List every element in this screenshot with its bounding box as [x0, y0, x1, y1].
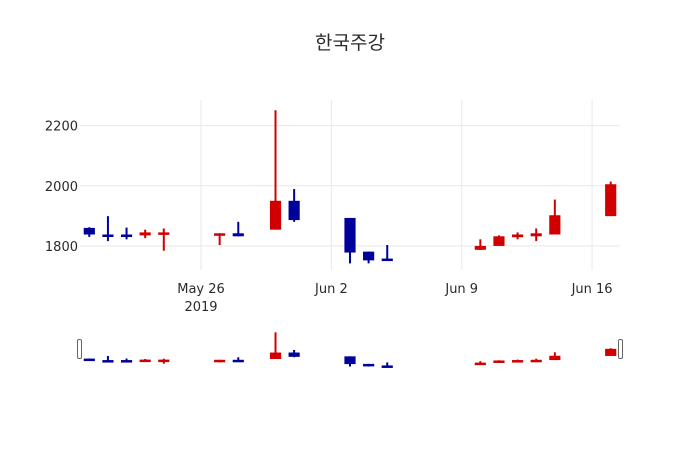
- range-slider[interactable]: [77, 332, 623, 368]
- slider-candle: [232, 357, 244, 363]
- candle[interactable]: [344, 217, 356, 264]
- range-slider-right-handle[interactable]: [618, 339, 623, 359]
- slider-candle: [474, 361, 486, 366]
- slider-candle: [605, 348, 617, 356]
- candle[interactable]: [158, 228, 170, 251]
- candle[interactable]: [605, 181, 617, 217]
- candle[interactable]: [269, 110, 282, 230]
- candle[interactable]: [214, 233, 226, 246]
- candle[interactable]: [512, 232, 524, 240]
- slider-candle: [363, 363, 375, 367]
- y-tick-label: 2200: [45, 120, 78, 135]
- slider-candle: [120, 358, 133, 363]
- slider-candle: [381, 362, 393, 368]
- slider-candle: [549, 352, 561, 361]
- y-tick-label: 1800: [45, 240, 78, 255]
- candle[interactable]: [102, 216, 114, 242]
- candle[interactable]: [381, 245, 393, 262]
- slider-candle: [158, 358, 170, 364]
- candle[interactable]: [120, 227, 133, 240]
- slider-candle: [493, 360, 505, 363]
- x-tick-label: Jun 9: [444, 282, 478, 297]
- slider-candle: [530, 358, 542, 363]
- candle[interactable]: [493, 235, 505, 246]
- candle[interactable]: [530, 228, 542, 242]
- slider-candle: [269, 332, 282, 359]
- x-tick-label: May 26: [177, 282, 225, 297]
- y-tick-label: 2000: [45, 180, 78, 195]
- candles[interactable]: [83, 110, 617, 264]
- slider-candle: [214, 359, 226, 363]
- x-tick-label: Jun 2: [314, 282, 348, 297]
- x-tick-label: Jun 16: [571, 282, 613, 297]
- x-axis: May 26 2019 Jun 2 Jun 9 Jun 16: [177, 282, 612, 315]
- slider-candle: [288, 349, 300, 358]
- candle[interactable]: [549, 199, 561, 235]
- slider-candle: [344, 356, 356, 367]
- slider-candle: [512, 359, 524, 363]
- candle[interactable]: [363, 251, 375, 264]
- slider-candle: [102, 355, 114, 363]
- range-slider-left-handle[interactable]: [77, 339, 82, 359]
- x-tick-year: 2019: [184, 300, 217, 315]
- candle[interactable]: [288, 189, 300, 222]
- candle[interactable]: [83, 227, 95, 237]
- chart-title: 한국주강: [315, 32, 385, 54]
- candle[interactable]: [474, 239, 486, 250]
- slider-candle: [83, 358, 95, 362]
- candle[interactable]: [139, 229, 151, 239]
- candle[interactable]: [232, 221, 244, 237]
- slider-candle: [139, 358, 151, 363]
- y-axis: 1800 2000 2200: [45, 120, 78, 255]
